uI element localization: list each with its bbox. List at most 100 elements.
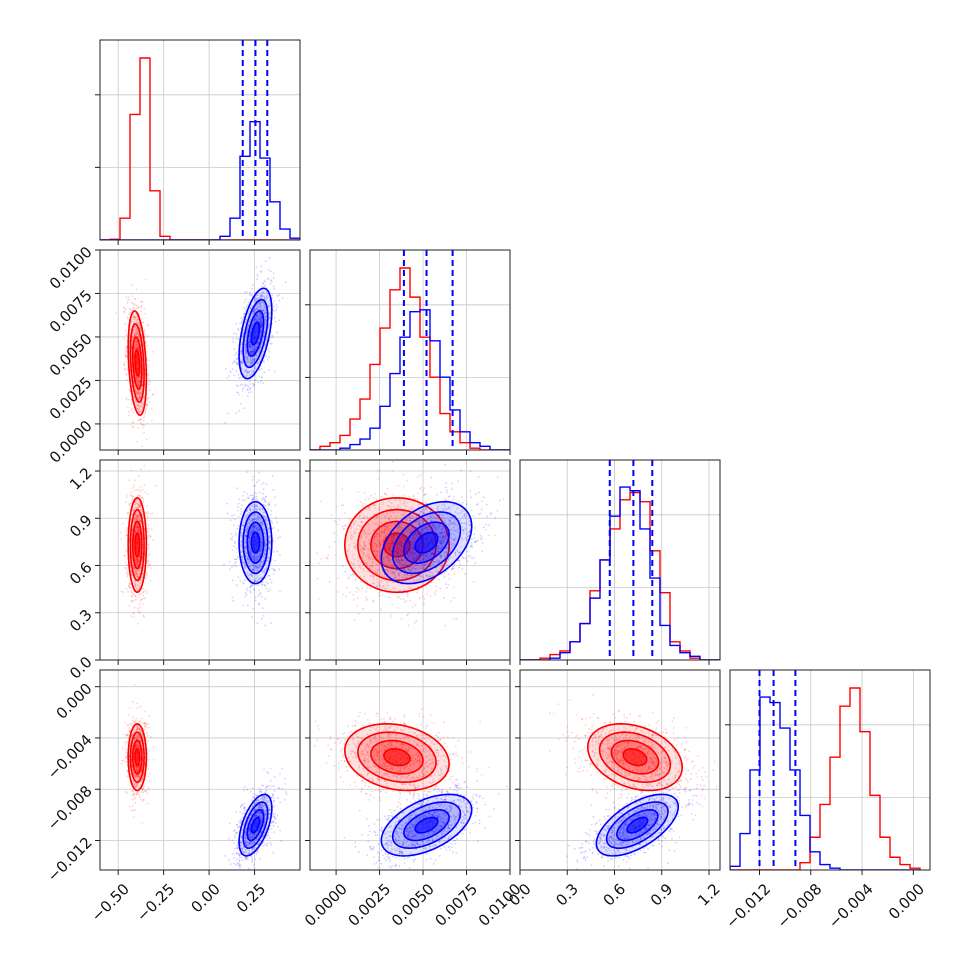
scatter-point [335,521,337,523]
scatter-point [412,606,414,608]
scatter-point [115,312,117,314]
scatter-point [143,432,145,434]
scatter-point [244,292,246,294]
scatter-point [333,520,335,522]
scatter-point [127,576,129,578]
scatter-point [142,424,144,426]
scatter-point [240,377,242,379]
scatter-point [478,492,480,494]
scatter-point [453,587,455,589]
scatter-point [144,484,146,486]
scatter-point [379,545,381,547]
scatter-point [244,596,246,598]
scatter-point [327,554,329,556]
scatter-point [126,351,128,353]
scatter-point [127,299,129,301]
scatter-point [128,503,130,505]
scatter-point [140,311,142,313]
scatter-point [276,304,278,306]
scatter-point [148,397,150,399]
scatter-point [127,316,129,318]
scatter-point [140,486,142,488]
scatter-point [148,401,150,403]
scatter-point [378,478,380,480]
scatter-point [272,573,274,575]
scatter-point [126,496,128,498]
scatter-point [406,591,408,593]
scatter-point [256,278,258,280]
histogram-panel-2 [515,460,720,660]
scatter-point [387,488,389,490]
scatter-point [131,409,133,411]
scatter-point [236,558,238,560]
scatter-point [345,596,347,598]
scatter-point [288,584,290,586]
scatter-point [132,421,134,423]
scatter-point [368,498,370,500]
scatter-point [277,530,279,532]
scatter-point [422,490,424,492]
scatter-point [238,338,240,340]
scatter-point [247,385,249,387]
scatter-point [481,508,483,510]
scatter-point [270,283,272,285]
scatter-point [236,384,238,386]
scatter-point [255,379,257,381]
scatter-point [379,592,381,594]
scatter-point [126,531,128,533]
scatter-point [339,519,341,521]
scatter-point [152,394,154,396]
scatter-point [261,286,263,288]
scatter-point [382,594,384,596]
scatter-point [269,503,271,505]
scatter-point [269,589,271,591]
scatter-point [134,480,136,482]
scatter-point [128,313,130,315]
scatter-point [138,597,140,599]
scatter-point [404,601,406,603]
scatter-point [347,578,349,580]
scatter-point [244,407,246,409]
scatter-point [237,374,239,376]
scatter-point [126,572,128,574]
scatter-point [400,618,402,620]
scatter-point [138,475,140,477]
scatter-point [386,591,388,593]
scatter-point [131,595,133,597]
scatter-point [130,310,132,312]
scatter-point [320,558,322,560]
scatter-point [141,446,143,448]
scatter-point [231,597,233,599]
scatter-point [246,587,248,589]
scatter-point [144,590,146,592]
scatter-point [407,594,409,596]
scatter-point [261,584,263,586]
scatter-point [251,391,253,393]
scatter-point [146,439,148,441]
scatter-point [471,542,473,544]
scatter-point [242,495,244,497]
scatter-point [450,600,452,602]
scatter-point [133,307,135,309]
scatter-point [329,546,331,548]
scatter-point [265,355,267,357]
scatter-point [122,523,124,525]
scatter-point [122,591,124,593]
scatter-point [366,587,368,589]
scatter-point [145,491,147,493]
histogram-red-step [520,493,720,660]
scatter-point [249,294,251,296]
scatter-point [268,356,270,358]
scatter-point [243,604,245,606]
scatter-point [120,538,122,540]
scatter-point [403,474,405,476]
scatter-point [273,527,275,529]
scatter-point [237,556,239,558]
scatter-point [131,284,133,286]
scatter-point [125,562,127,564]
scatter-point [276,521,278,523]
scatter-point [139,495,141,497]
scatter-point [333,532,335,534]
scatter-point [229,375,231,377]
scatter-point [146,505,148,507]
